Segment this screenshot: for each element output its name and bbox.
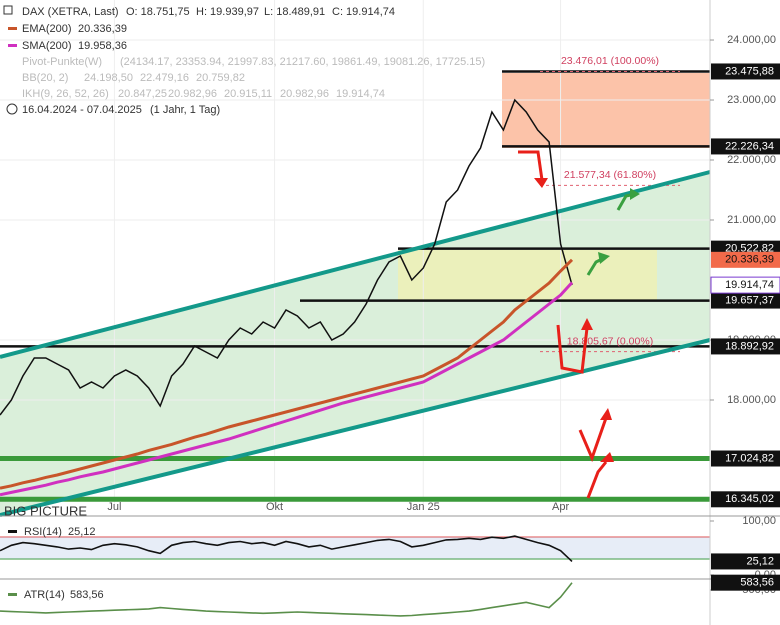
y-tick-label: 22.000,00 bbox=[727, 154, 776, 166]
arrow-head bbox=[630, 188, 640, 200]
level-label: 17.024,82 bbox=[725, 452, 774, 464]
last-label: 20.336,39 bbox=[725, 254, 774, 266]
fib-label: 18.805,67 (0.00%) bbox=[567, 335, 653, 347]
x-tick-label: Jul bbox=[107, 501, 121, 513]
last-label: 19.914,74 bbox=[725, 279, 774, 291]
legend-swatch bbox=[8, 530, 17, 533]
legend-name: Pivot-Punkte(W) bbox=[22, 56, 102, 68]
level-label: 18.892,92 bbox=[725, 340, 774, 352]
channel-upper bbox=[0, 170, 711, 359]
legend-instrument: DAX (XETRA, Last) bbox=[22, 6, 119, 18]
arrow-head bbox=[600, 452, 614, 462]
fib-label: 21.577,34 (61.80%) bbox=[564, 169, 656, 181]
legend-period: 16.04.2024 - 07.04.2025 bbox=[22, 104, 142, 116]
x-tick-label: Apr bbox=[552, 501, 569, 513]
legend-value: 20.982,96 bbox=[168, 88, 217, 100]
arrow bbox=[556, 324, 589, 374]
level-label-box bbox=[711, 450, 780, 467]
arrow-head bbox=[581, 318, 593, 330]
series-line bbox=[0, 535, 573, 562]
legend-name: IKH(9, 26, 52, 26) bbox=[22, 88, 109, 100]
y-tick-label: 21.000,00 bbox=[727, 214, 776, 226]
last-label: 25,12 bbox=[746, 555, 774, 567]
level-label-box bbox=[711, 338, 780, 355]
series-line bbox=[0, 98, 573, 416]
legend-value: 20.915,11 bbox=[224, 88, 272, 100]
last-label: 583,56 bbox=[740, 577, 774, 589]
level-label-box bbox=[711, 138, 780, 155]
legend-value: 20.336,39 bbox=[78, 23, 127, 35]
last-label-box bbox=[710, 276, 780, 294]
last-label-box bbox=[711, 553, 780, 570]
y-tick-label: 100,00 bbox=[742, 515, 776, 527]
legend-name: SMA(200) bbox=[22, 40, 72, 52]
legend-value: 19.958,36 bbox=[78, 40, 127, 52]
legend-swatch bbox=[8, 44, 17, 47]
level-label: 19.657,37 bbox=[725, 294, 774, 306]
legend-interval: (1 Jahr, 1 Tag) bbox=[150, 104, 220, 116]
arrow-head bbox=[600, 408, 612, 420]
last-label-box bbox=[711, 251, 780, 268]
legend-value: 22.479,16 bbox=[140, 72, 189, 84]
level-label: 23.475,88 bbox=[725, 65, 774, 77]
band-fill bbox=[0, 537, 710, 559]
arrow bbox=[518, 150, 544, 181]
legend-icon bbox=[3, 5, 13, 15]
legend-value: 24.198,50 bbox=[84, 72, 133, 84]
arrow bbox=[586, 461, 608, 499]
legend-value: 583,56 bbox=[70, 589, 104, 601]
channel-lower bbox=[0, 338, 711, 517]
legend-value: 25,12 bbox=[68, 526, 96, 538]
level-label: 16.345,02 bbox=[725, 493, 774, 505]
legend-icon bbox=[6, 103, 18, 115]
level-label: 22.226,34 bbox=[725, 140, 774, 152]
series-line bbox=[0, 258, 574, 490]
resistance-zone bbox=[502, 73, 710, 148]
y-tick-label: 24.000,00 bbox=[727, 34, 776, 46]
legend-swatch bbox=[8, 27, 17, 30]
fib-label: 23.476,01 (100.00%) bbox=[561, 55, 659, 67]
y-tick-label: 23.000,00 bbox=[727, 94, 776, 106]
last-label-box bbox=[711, 574, 780, 591]
legend-close: C: 19.914,74 bbox=[332, 6, 395, 18]
level-label-box bbox=[711, 491, 780, 508]
legend-name: EMA(200) bbox=[22, 23, 72, 35]
legend-name: RSI(14) bbox=[24, 526, 62, 538]
level-label-box bbox=[711, 292, 780, 309]
series-line bbox=[0, 281, 574, 497]
arrow-head bbox=[598, 252, 610, 264]
legend-value: 20.847,25 bbox=[118, 88, 167, 100]
legend-name: BB(20, 2) bbox=[22, 72, 68, 84]
legend-open: O: 18.751,75 bbox=[126, 6, 190, 18]
legend-value: 20.759,82 bbox=[196, 72, 245, 84]
legend-name: ATR(14) bbox=[24, 589, 65, 601]
x-tick-label: Jan 25 bbox=[407, 501, 440, 513]
legend-value: (24134.17, 23353.94, 21997.83, 21217.60,… bbox=[120, 56, 485, 68]
series-line bbox=[0, 582, 573, 617]
legend-swatch bbox=[8, 593, 17, 596]
arrow bbox=[578, 417, 608, 463]
legend-high: H: 19.939,97 bbox=[196, 6, 259, 18]
legend-value: 19.914,74 bbox=[336, 88, 385, 100]
level-label: 20.522,82 bbox=[725, 243, 774, 255]
legend-low: L: 18.489,91 bbox=[264, 6, 325, 18]
consolidation-zone bbox=[398, 250, 657, 301]
arrow-head bbox=[534, 178, 548, 188]
x-tick-label: Okt bbox=[266, 501, 283, 513]
annotation: BIG PICTURE bbox=[4, 503, 87, 518]
y-tick-label: 18.000,00 bbox=[727, 394, 776, 406]
legend-value: 20.982,96 bbox=[280, 88, 329, 100]
level-label-box bbox=[711, 63, 780, 80]
